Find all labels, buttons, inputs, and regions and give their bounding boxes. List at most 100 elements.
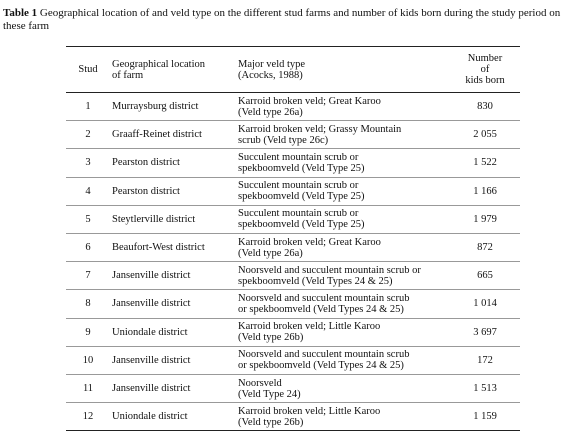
row-rule <box>66 374 520 375</box>
cell: 1 159 <box>473 411 497 423</box>
cell-line: (Veld type 26a) <box>238 106 303 118</box>
caption-label: Table 1 <box>3 7 38 19</box>
top-rule <box>66 46 520 47</box>
cell-line: spekboomveld (Veld Type 25) <box>238 219 365 231</box>
row-rule <box>66 317 520 319</box>
cell: Murraysburg district <box>112 101 199 113</box>
cell: Beaufort-West district <box>112 242 205 254</box>
cell: Succulent mountain scrub or spekboomveld … <box>238 178 448 205</box>
cell-line: Succulent mountain scrub or <box>238 208 359 220</box>
row-rule <box>66 148 520 150</box>
header-cell: Geographical location of farm <box>112 47 236 92</box>
cell: Noorsveld and succulent mountain scrub or… <box>238 347 448 374</box>
row-rule <box>66 204 520 206</box>
cell: Uniondale district <box>112 411 188 423</box>
cell-line: Noorsveld and succulent mountain scrub <box>238 292 410 304</box>
cell: 1 166 <box>473 185 497 197</box>
cell-line: scrub (Veld type 26c) <box>238 134 329 146</box>
cell: Succulent mountain scrub or spekboomveld … <box>238 206 448 233</box>
cell: 1 <box>85 101 91 113</box>
cell: 10 <box>82 354 94 366</box>
header-cell: Stud <box>78 64 98 75</box>
cell: Steytlerville district <box>112 213 196 225</box>
cell-line: Karroid broken veld; Little Karoo <box>238 321 381 333</box>
row-rule <box>66 233 520 234</box>
row-rule <box>66 120 520 122</box>
cell-line: Karroid broken veld; Great Karoo <box>238 95 381 107</box>
cell: 1 014 <box>473 298 497 310</box>
row-rule <box>66 261 520 263</box>
cell: 172 <box>477 354 493 366</box>
cell: Noorsveld (Veld Type 24) <box>238 375 448 402</box>
caption: Table 1 Geographical location of and vel… <box>3 7 577 33</box>
cell: Karroid broken veld; Little Karoo (Veld t… <box>238 319 448 346</box>
row-rule <box>66 289 520 291</box>
cell-line: (Veld Type 24) <box>238 388 301 400</box>
cell: 7 <box>85 270 91 282</box>
cell: Graaff-Reinet district <box>112 129 202 141</box>
cell: 8 <box>85 298 91 310</box>
cell: Jansenville district <box>112 383 191 395</box>
cell-line: Karroid broken veld; Little Karoo <box>238 405 381 417</box>
cell: 1 979 <box>473 213 497 225</box>
caption-text: Geographical location of and veld type o… <box>3 7 561 32</box>
header-rule <box>66 92 520 93</box>
cell: 872 <box>477 242 493 254</box>
cell: Jansenville district <box>112 354 191 366</box>
row-rule <box>66 430 520 432</box>
cell-line: of <box>480 64 490 75</box>
cell: Karroid broken veld; Great Karoo (Veld ty… <box>238 234 448 261</box>
cell: Noorsveld and succulent mountain scrub or… <box>238 290 448 317</box>
cell: 830 <box>477 101 493 113</box>
cell: 5 <box>85 213 91 225</box>
cell-line: Succulent mountain scrub or <box>238 180 359 192</box>
cell-line: Noorsveld and succulent mountain scrub <box>238 349 410 361</box>
cell: 1 513 <box>473 383 497 395</box>
cell: 4 <box>85 185 91 197</box>
cell: 3 697 <box>473 326 497 338</box>
cell-line: (Veld type 26a) <box>238 247 303 259</box>
cell: 1 522 <box>473 157 497 169</box>
cell-line: Karroid broken veld; Grassy Mountain <box>238 123 402 135</box>
cell-line: (Veld type 26b) <box>238 416 304 428</box>
cell: Karroid broken veld; Little Karoo (Veld t… <box>238 403 448 430</box>
cell-line: Karroid broken veld; Great Karoo <box>238 236 381 248</box>
cell-line: or spekboomveld (Veld Types 24 & 25) <box>238 303 404 315</box>
cell: Succulent mountain scrub or spekboomveld … <box>238 149 448 176</box>
cell: 665 <box>477 270 493 282</box>
cell-line: kids born <box>465 75 505 86</box>
cell-line: of farm <box>112 69 144 81</box>
cell-line: Geographical location <box>112 58 206 70</box>
cell: 12 <box>82 411 94 423</box>
cell-line: spekboomveld (Veld Type 25) <box>238 162 365 174</box>
cell: Karroid broken veld; Great Karoo (Veld ty… <box>238 93 448 120</box>
cell-line: spekboomveld (Veld Types 24 & 25) <box>238 275 393 287</box>
cell-line: Succulent mountain scrub or <box>238 151 359 163</box>
cell: 3 <box>85 157 91 169</box>
cell-line: Noorsveld and succulent mountain scrub o… <box>238 264 421 276</box>
cell-line: (Acocks, 1988) <box>238 69 303 81</box>
cell-line: or spekboomveld (Veld Types 24 & 25) <box>238 360 404 372</box>
cell: 2 055 <box>473 129 497 141</box>
cell-line: (Veld type 26b) <box>238 332 304 344</box>
header-cell: Major veld type (Acocks, 1988) <box>238 47 448 92</box>
cell: Karroid broken veld; Grassy Mountain scru… <box>238 121 448 148</box>
row-rule <box>66 176 520 178</box>
cell-line: Major veld type <box>238 58 306 70</box>
cell: 9 <box>85 326 91 338</box>
cell: Jansenville district <box>112 270 191 282</box>
row-rule <box>66 345 520 347</box>
cell-line: spekboomveld (Veld Type 25) <box>238 191 365 203</box>
cell: 6 <box>85 242 91 254</box>
cell: 2 <box>85 129 91 141</box>
cell: Jansenville district <box>112 298 191 310</box>
cell-line: Number <box>467 53 503 64</box>
row-rule <box>66 402 520 404</box>
cell: Pearston district <box>112 157 180 169</box>
header-cell: Number of kids born <box>450 47 520 92</box>
cell: 11 <box>82 383 94 395</box>
cell: Pearston district <box>112 185 180 197</box>
cell: Noorsveld and succulent mountain scrub o… <box>238 262 448 289</box>
cell: Uniondale district <box>112 326 188 338</box>
